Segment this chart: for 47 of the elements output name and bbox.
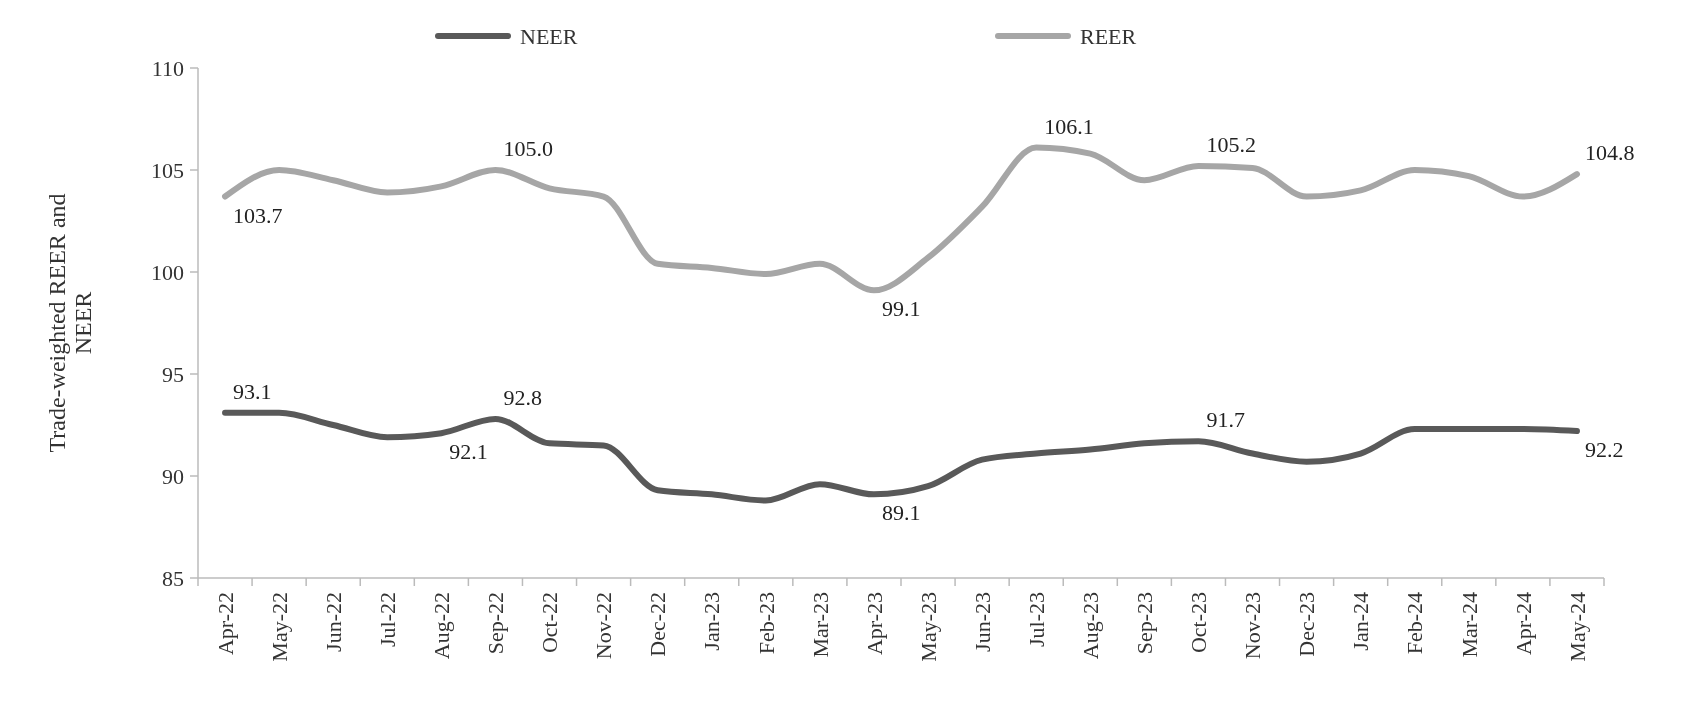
y-tick-label: 85 bbox=[162, 565, 184, 591]
x-tick-label: Aug-23 bbox=[1077, 592, 1103, 660]
data-label: 91.7 bbox=[1206, 407, 1245, 433]
x-tick-label: Apr-24 bbox=[1510, 592, 1536, 656]
legend-label: REER bbox=[1080, 23, 1137, 49]
data-label: 103.7 bbox=[233, 202, 283, 228]
y-tick-label: 95 bbox=[162, 361, 184, 387]
data-label: 99.1 bbox=[881, 296, 921, 322]
y-tick-label: 100 bbox=[151, 259, 184, 285]
x-tick-label: Apr-23 bbox=[861, 592, 887, 656]
x-tick-label: Jan-23 bbox=[699, 592, 725, 651]
legend-label: NEER bbox=[520, 23, 578, 49]
x-tick-label: Feb-24 bbox=[1402, 592, 1428, 655]
data-label: 105.0 bbox=[503, 136, 553, 161]
data-label: 89.1 bbox=[881, 500, 921, 526]
data-label: 92.1 bbox=[449, 439, 488, 465]
x-tick-label: Nov-22 bbox=[591, 592, 617, 660]
y-tick-label: 110 bbox=[151, 55, 184, 81]
x-tick-label: Oct-23 bbox=[1186, 592, 1212, 654]
x-tick-label: Apr-22 bbox=[212, 592, 238, 656]
y-tick-label: 90 bbox=[162, 463, 184, 489]
x-tick-label: Mar-23 bbox=[807, 592, 833, 658]
data-label: 93.1 bbox=[233, 378, 272, 404]
y-axis-title: Trade-weighted REER and NEER bbox=[43, 193, 97, 453]
data-label: 92.8 bbox=[503, 384, 542, 410]
x-tick-label: Nov-23 bbox=[1240, 592, 1266, 660]
x-tick-label: Jul-22 bbox=[374, 592, 400, 647]
x-tick-label: Oct-22 bbox=[537, 592, 563, 654]
x-tick-label: May-24 bbox=[1564, 592, 1590, 662]
x-tick-label: Aug-22 bbox=[429, 592, 455, 660]
data-label: 92.2 bbox=[1584, 437, 1624, 463]
x-tick-label: Jun-23 bbox=[969, 592, 995, 652]
x-tick-label: May-23 bbox=[915, 592, 941, 662]
x-tick-label: Jul-23 bbox=[1023, 592, 1049, 647]
x-tick-label: Sep-23 bbox=[1132, 592, 1158, 655]
x-tick-label: Jan-24 bbox=[1348, 592, 1374, 651]
x-tick-label: Feb-23 bbox=[753, 592, 779, 655]
data-label: 106.1 bbox=[1044, 113, 1094, 139]
data-label: 105.2 bbox=[1206, 131, 1256, 157]
x-tick-label: Dec-23 bbox=[1294, 592, 1320, 657]
x-tick-label: Dec-22 bbox=[645, 592, 671, 657]
x-tick-label: May-22 bbox=[266, 592, 292, 662]
data-label: 104.8 bbox=[1584, 140, 1635, 166]
x-tick-label: Mar-24 bbox=[1456, 592, 1482, 658]
y-tick-label: 105 bbox=[151, 157, 184, 183]
x-tick-label: Sep-22 bbox=[483, 592, 509, 655]
x-tick-label: Jun-22 bbox=[320, 592, 346, 652]
